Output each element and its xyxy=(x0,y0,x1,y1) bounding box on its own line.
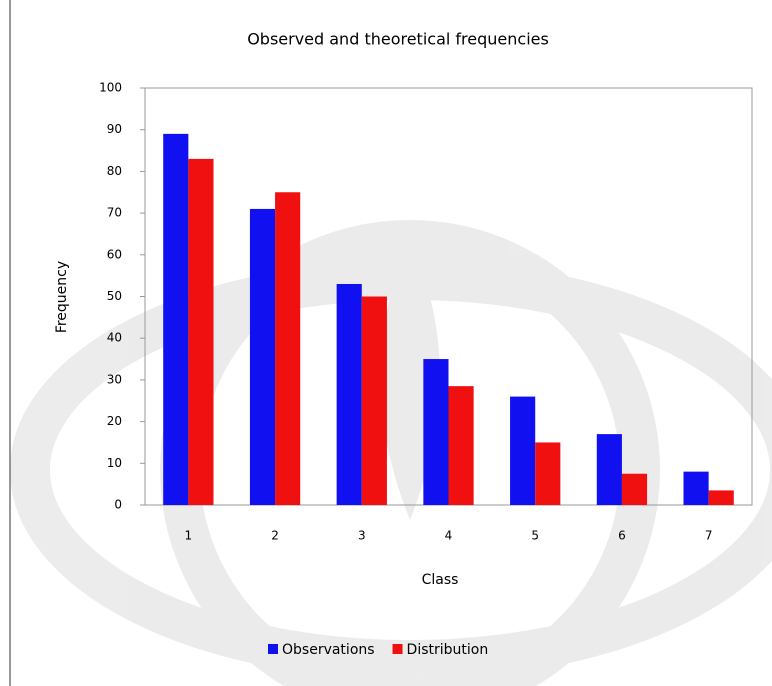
x-tick-label: 1 xyxy=(185,529,193,543)
y-tick-label: 60 xyxy=(107,247,122,261)
bar xyxy=(275,192,300,505)
bar xyxy=(683,472,708,505)
x-tick-label: 2 xyxy=(271,529,279,543)
bar xyxy=(188,159,213,505)
y-axis-title: Frequency xyxy=(54,261,70,333)
x-tick-label: 5 xyxy=(531,529,539,543)
bar xyxy=(250,209,275,505)
y-tick-label: 80 xyxy=(107,164,122,178)
bar xyxy=(622,474,647,505)
legend-swatch xyxy=(268,644,278,654)
bar xyxy=(510,397,535,505)
legend-swatch xyxy=(393,644,403,654)
y-tick-label: 10 xyxy=(107,456,122,470)
bar xyxy=(163,134,188,505)
y-tick-label: 20 xyxy=(107,414,122,428)
y-tick-label: 0 xyxy=(114,498,122,512)
bar xyxy=(709,490,734,505)
y-tick-label: 50 xyxy=(107,289,122,303)
x-tick-label: 7 xyxy=(705,529,713,543)
x-axis-title: Class xyxy=(422,572,459,588)
y-tick-label: 40 xyxy=(107,331,122,345)
bar xyxy=(449,386,474,505)
y-tick-label: 90 xyxy=(107,122,122,136)
bar xyxy=(535,442,560,505)
chart-title: Observed and theoretical frequencies xyxy=(247,30,549,49)
bar xyxy=(597,434,622,505)
bar xyxy=(423,359,448,505)
bar xyxy=(337,284,362,505)
x-tick-label: 6 xyxy=(618,529,626,543)
legend-label: Observations xyxy=(282,642,375,658)
x-tick-label: 4 xyxy=(445,529,453,543)
y-tick-label: 100 xyxy=(99,81,122,95)
y-tick-label: 70 xyxy=(107,206,122,220)
chart: Observed and theoretical frequencies Fre… xyxy=(0,0,772,686)
legend-label: Distribution xyxy=(407,642,489,658)
y-tick-label: 30 xyxy=(107,372,122,386)
bar xyxy=(362,297,387,506)
x-tick-label: 3 xyxy=(358,529,366,543)
